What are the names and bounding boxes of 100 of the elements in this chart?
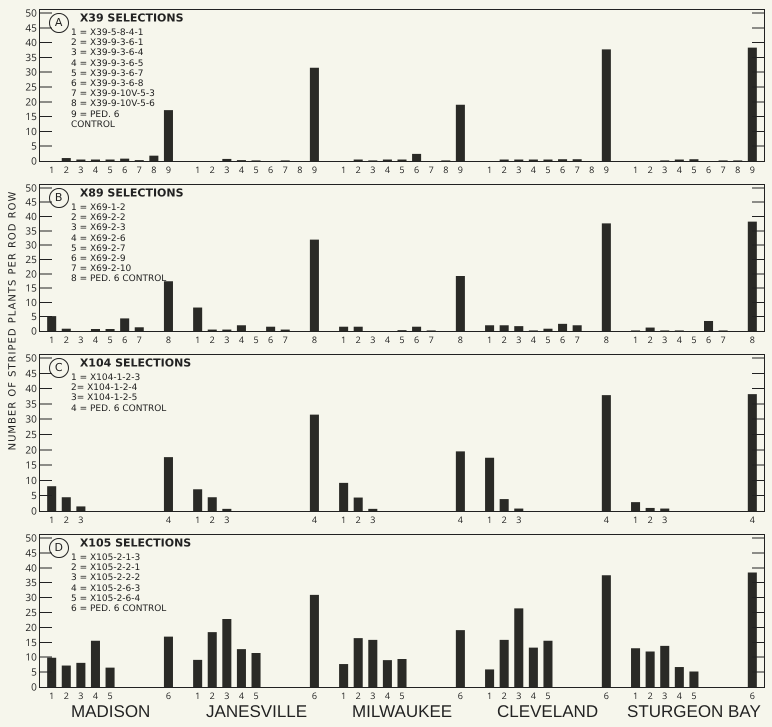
x-tick-label: 7 xyxy=(720,163,726,176)
x-tick-label: 3 xyxy=(224,513,230,526)
text: JANESVILLE xyxy=(206,702,308,721)
x-tick-label: 5 xyxy=(399,333,405,346)
y-tick-label: 50 xyxy=(25,530,38,544)
x-tick-label: 8 xyxy=(458,333,463,346)
x-tick-label: 7 xyxy=(136,163,142,176)
text: MADISON xyxy=(71,702,150,721)
x-tick-label: 4 xyxy=(312,513,317,526)
x-tick-label: 7 xyxy=(136,333,142,346)
x-tick-label: 5 xyxy=(399,163,405,176)
y-tick-label: 40 xyxy=(25,208,38,223)
y-axis-title: NUMBER OF STRIPED PLANTS PER ROD ROW xyxy=(6,190,18,450)
x-tick-label: 4 xyxy=(384,689,390,702)
annotation: 1 = X69-1-2 xyxy=(71,203,126,213)
x-tick-label: 3 xyxy=(516,513,522,526)
x-tick-label: 6 xyxy=(706,333,712,346)
y-tick-label: 0 xyxy=(31,504,38,518)
x-tick-label: 1 xyxy=(632,163,638,176)
text: MILWAUKEE xyxy=(352,702,452,721)
x-tick-label: 5 xyxy=(545,689,551,702)
y-tick-label: 45 xyxy=(25,194,38,209)
y-tick-label: 5 xyxy=(31,664,38,679)
x-tick-label: 3 xyxy=(78,163,84,176)
y-tick-label: 50 xyxy=(25,5,38,20)
annotation: B xyxy=(48,188,69,208)
x-tick-label: 3 xyxy=(224,689,230,702)
x-tick-label: 3 xyxy=(516,333,522,346)
y-tick-label: 20 xyxy=(25,442,38,456)
annotation: 8 = PED. 6 CONTROL xyxy=(71,274,166,284)
x-tick-label: 7 xyxy=(720,333,726,346)
x-tick-label: 4 xyxy=(238,689,244,702)
x-tick-label: 8 xyxy=(604,333,609,346)
x-tick-label: 9 xyxy=(750,163,755,176)
x-tick-label: 4 xyxy=(238,163,244,176)
x-tick-label: 3 xyxy=(78,333,84,346)
x-tick-label: 7 xyxy=(282,333,288,346)
x-tick-label: 2 xyxy=(502,163,507,176)
y-tick-label: 0 xyxy=(31,680,38,694)
x-tick-label: 2 xyxy=(64,333,69,346)
annotation: 4 = X39-9-3-6-5 xyxy=(71,59,144,69)
x-tick-label: 3 xyxy=(224,333,230,346)
x-tick-label: 3 xyxy=(370,163,376,176)
x-tick-label: 7 xyxy=(574,163,580,176)
x-tick-label: 5 xyxy=(253,333,259,346)
chart-title: X39 SELECTIONS xyxy=(80,12,184,25)
y-tick-label: 45 xyxy=(25,545,38,560)
y-tick-label: 45 xyxy=(25,20,38,34)
x-tick-label: 6 xyxy=(312,689,317,702)
x-tick-label: 1 xyxy=(632,513,638,526)
y-tick-label: 45 xyxy=(25,366,38,380)
annotation: 5 = X105-2-6-4 xyxy=(71,594,141,604)
x-tick-label: 8 xyxy=(166,333,172,346)
chart-title: X105 SELECTIONS xyxy=(80,536,192,550)
x-tick-label: 6 xyxy=(414,333,420,346)
x-tick-label: 5 xyxy=(253,689,259,702)
x-tick-label: 8 xyxy=(750,333,755,346)
y-tick-label: 35 xyxy=(25,50,38,64)
x-tick-label: 6 xyxy=(560,163,566,176)
x-tick-label: 1 xyxy=(195,513,200,526)
annotation: A xyxy=(48,13,69,33)
x-tick-label: 4 xyxy=(384,333,390,346)
x-tick-label: 1 xyxy=(195,333,200,346)
x-tick-label: 4 xyxy=(676,163,682,176)
x-tick-label: 4 xyxy=(238,333,244,346)
x-tick-label: 5 xyxy=(545,333,551,346)
x-tick-label: 1 xyxy=(49,163,54,176)
annotation: 3 = X39-9-3-6-4 xyxy=(71,48,144,58)
y-tick-label: 25 xyxy=(25,604,38,619)
x-tick-label: 2 xyxy=(210,333,215,346)
x-tick-label: 1 xyxy=(49,689,54,702)
x-tick-label: 5 xyxy=(545,163,551,176)
annotation: 8 = X39-9-10V-5-6 xyxy=(71,99,156,109)
x-tick-label: 1 xyxy=(49,513,54,526)
y-tick-label: 15 xyxy=(25,634,38,649)
y-tick-label: 35 xyxy=(25,223,38,238)
x-tick-label: 1 xyxy=(195,689,200,702)
x-tick-label: 6 xyxy=(122,163,128,176)
x-tick-label: 2 xyxy=(64,689,69,702)
x-tick-label: 3 xyxy=(662,163,668,176)
x-tick-label: 3 xyxy=(516,689,522,702)
x-tick-label: 8 xyxy=(312,333,317,346)
x-tick-label: 2 xyxy=(356,163,361,176)
x-tick-label: 5 xyxy=(253,163,259,176)
x-tick-label: 3 xyxy=(516,163,522,176)
x-tick-label: 7 xyxy=(282,163,288,176)
y-tick-label: 10 xyxy=(25,124,38,138)
y-tick-label: 35 xyxy=(25,575,38,590)
x-tick-label: 6 xyxy=(268,163,274,176)
x-tick-label: 4 xyxy=(92,333,98,346)
annotation: 7 = X69-2-10 xyxy=(71,264,132,274)
x-tick-label: 1 xyxy=(632,333,638,346)
y-tick-label: 20 xyxy=(25,94,38,108)
y-tick-label: 15 xyxy=(25,458,38,472)
x-tick-label: 1 xyxy=(341,163,346,176)
x-tick-label: 2 xyxy=(648,689,653,702)
x-tick-label: 8 xyxy=(151,163,156,176)
x-tick-label: 3 xyxy=(662,689,668,702)
x-tick-label: 3 xyxy=(224,163,230,176)
x-tick-label: 8 xyxy=(589,163,594,176)
